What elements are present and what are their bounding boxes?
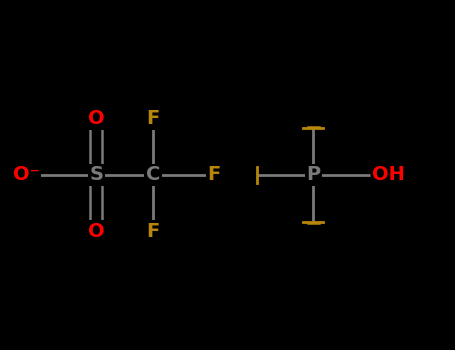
- Text: O: O: [88, 222, 105, 241]
- Text: S: S: [89, 166, 103, 184]
- Text: P: P: [306, 166, 320, 184]
- Text: O⁻: O⁻: [13, 166, 40, 184]
- Text: C: C: [146, 166, 160, 184]
- Text: OH: OH: [372, 166, 405, 184]
- Text: F: F: [146, 222, 160, 241]
- Text: F: F: [146, 109, 160, 128]
- Text: F: F: [207, 166, 220, 184]
- Text: O: O: [88, 109, 105, 128]
